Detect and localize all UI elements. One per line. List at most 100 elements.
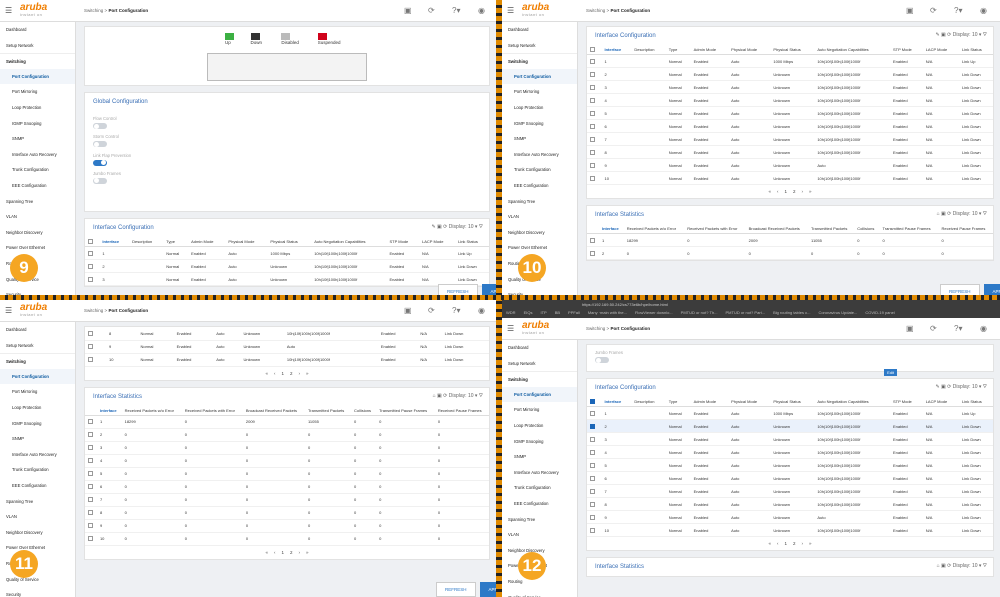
table-row[interactable]: 8 Normal Enabled Auto Unknown 10h|10f|100h|10… [587,497,993,512]
row-checkbox[interactable] [88,419,93,425]
help-icon[interactable]: ?▾ [452,306,461,315]
table-row[interactable]: 6 Normal Enabled Auto Unknown 10h|10f|100h|10… [587,119,993,134]
sidebar-item[interactable]: Dashboard [508,345,529,350]
sidebar-item[interactable]: Port Configuration [502,386,577,403]
column-header[interactable]: Interface [599,224,624,235]
row-checkbox[interactable] [88,277,93,283]
sidebar-item[interactable]: Port Mirroring [12,389,38,395]
sidebar-item[interactable]: Spanning Tree [6,198,34,204]
row-checkbox[interactable] [590,137,595,143]
sidebar-item[interactable]: Port Configuration [0,68,75,85]
user-icon[interactable]: ◉ [980,6,987,15]
select-all-checkbox[interactable] [590,399,595,405]
sidebar-item[interactable]: Dashboard [6,27,27,32]
menu-icon[interactable]: ☰ [507,6,515,15]
sidebar-item[interactable]: Port Mirroring [12,89,38,95]
sidebar-item[interactable]: Trunk Configuration [514,485,551,491]
column-header[interactable]: Interface [601,397,632,408]
save-icon[interactable]: ▣ [906,6,914,15]
refresh-icon[interactable]: ⟳ [428,306,435,315]
row-checkbox[interactable] [88,497,93,503]
bookmark-item[interactable]: ITP [540,310,547,315]
row-checkbox[interactable] [88,536,93,542]
bookmark-item[interactable]: FlowViewer downlo... [634,310,673,315]
sidebar-item[interactable]: Quality of Service [6,576,39,582]
page-link[interactable]: ‹ [273,549,276,555]
sidebar-item[interactable]: SNMP [514,136,527,142]
table-row[interactable]: 1 18299 0 2009 11055 0 0 0 [587,233,993,248]
select-all-checkbox[interactable] [88,239,93,245]
page-link[interactable]: « [265,370,268,376]
refresh-icon[interactable]: ⟳ [428,6,435,15]
row-checkbox[interactable] [590,98,595,104]
sidebar-item[interactable]: Port Mirroring [514,407,540,413]
sidebar-item[interactable]: Switching [502,53,577,69]
sidebar-item[interactable]: Interface Auto Recovery [514,151,559,157]
page-link[interactable]: » [306,370,309,376]
page-link[interactable]: « [768,541,771,547]
table-row[interactable]: 3 Normal Enabled Auto Unknown 10h|10f|100h|10… [587,80,993,95]
page-link[interactable]: » [306,549,309,555]
row-checkbox[interactable] [88,510,93,516]
page-link[interactable]: « [768,189,771,195]
row-checkbox[interactable] [590,463,595,469]
sidebar-item[interactable]: Port Mirroring [514,89,540,95]
page-link[interactable]: » [809,189,812,195]
sidebar-item[interactable]: Dashboard [508,27,529,32]
sidebar-item[interactable]: Quality of Service [508,594,541,597]
table-row[interactable]: 7 Normal Enabled Auto Unknown 10h|10f|100h|10… [587,484,993,499]
sidebar-item[interactable]: EEE Configuration [514,500,549,506]
column-header[interactable]: Interface [601,45,632,56]
row-checkbox[interactable] [590,437,595,443]
bookmark-item[interactable]: BB [554,310,561,315]
row-checkbox[interactable] [590,515,595,521]
sidebar-item[interactable]: Trunk Configuration [12,167,49,173]
bookmark-item[interactable]: Big routing tables c... [773,310,811,315]
sidebar-item[interactable]: Neighbor Discovery [508,229,545,235]
row-checkbox[interactable] [88,523,93,529]
row-checkbox[interactable] [590,85,595,91]
sidebar-item[interactable]: Neighbor Discovery [508,547,545,553]
page-link[interactable]: » [809,541,812,547]
sidebar-item[interactable]: Power Over Ethernet [6,245,46,251]
row-checkbox[interactable] [88,484,93,490]
sidebar-item[interactable]: EEE Configuration [514,182,549,188]
table-row[interactable]: 2 Normal Enabled Auto Unknown 10h|10f|100h|10… [587,419,993,434]
table-row[interactable]: 4 Normal Enabled Auto Unknown 10h|10f|100h|10… [587,445,993,460]
page-link[interactable]: 2 [793,189,796,195]
sidebar-item[interactable]: Routing [508,578,523,584]
sidebar-item[interactable]: Spanning Tree [508,198,536,204]
sidebar-item[interactable]: Setup Network [508,42,536,48]
table-row[interactable]: 3 Normal Enabled Auto Unknown 10h|10f|100h|10… [587,432,993,447]
page-link[interactable]: 1 [784,541,787,547]
page-link[interactable]: 1 [784,189,787,195]
bookmark-item[interactable]: COVID-19 panel [865,310,895,315]
sidebar-item[interactable]: Interface Auto Recovery [12,151,57,157]
sidebar-item[interactable]: Setup Network [6,342,34,348]
row-checkbox[interactable] [590,163,595,169]
table-row[interactable]: 2 Normal Enabled Auto Unknown 10h|10f|100h|10… [85,259,489,274]
help-icon[interactable]: ?▾ [954,324,963,333]
page-link[interactable]: 1 [281,370,284,376]
link-flap-toggle[interactable] [93,159,107,166]
table-row[interactable]: 1 Normal Enabled Auto 1000 Mbps 10h|10f|100h|… [587,406,993,421]
refresh-icon[interactable]: ⟳ [930,6,937,15]
sidebar-item[interactable]: IGMP Snooping [514,120,544,126]
row-checkbox[interactable] [88,344,93,350]
sidebar-item[interactable]: Loop Protection [12,104,42,110]
table-row[interactable]: 1 Normal Enabled Auto 1000 Mbps 10h|10f|100h|… [587,54,993,69]
sidebar-item[interactable]: SNMP [12,136,25,142]
apply-button[interactable]: APPLY [983,284,1000,295]
sidebar-item[interactable]: Setup Network [508,360,536,366]
row-checkbox[interactable] [88,357,93,363]
row-checkbox[interactable] [88,432,93,438]
table-row[interactable]: 10 0 0 0 0 0 0 0 [85,532,489,546]
row-checkbox[interactable] [590,489,595,495]
page-link[interactable]: 2 [290,370,293,376]
refresh-button[interactable]: REFRESH [436,582,476,597]
row-checkbox[interactable] [88,330,93,336]
help-icon[interactable]: ?▾ [954,6,963,15]
